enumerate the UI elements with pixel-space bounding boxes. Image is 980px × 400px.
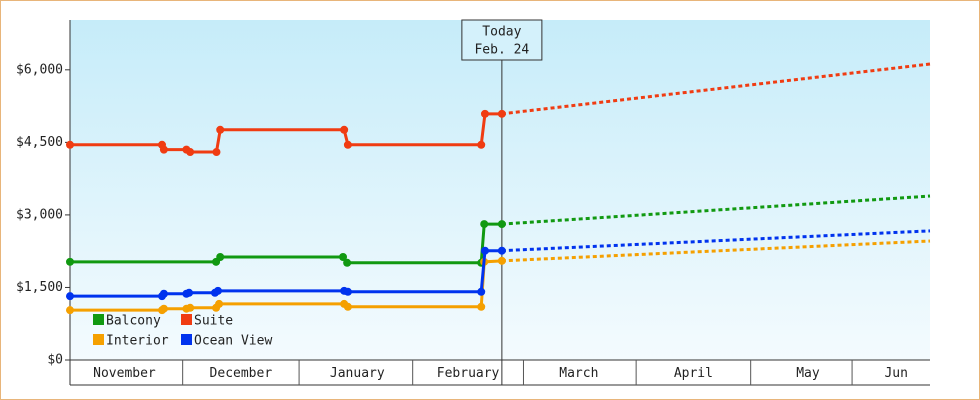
point	[212, 148, 221, 157]
point	[497, 109, 506, 118]
point	[497, 246, 506, 255]
point	[186, 303, 195, 312]
today-label: Today	[482, 25, 521, 40]
point	[66, 257, 74, 266]
x-tick-label: Jun	[884, 366, 907, 381]
legend-swatch	[181, 334, 192, 345]
x-tick-label: February	[437, 366, 500, 381]
point	[66, 292, 74, 301]
point	[185, 288, 194, 297]
y-tick-label: $3,000	[16, 207, 63, 222]
point	[477, 302, 486, 311]
point	[159, 145, 168, 154]
today-box	[461, 19, 543, 61]
y-tick-label: $4,500	[16, 135, 63, 150]
point	[66, 306, 74, 315]
point	[480, 246, 489, 255]
point	[159, 304, 168, 313]
x-tick-label: January	[330, 366, 385, 381]
point	[343, 302, 352, 311]
x-tick-label: November	[93, 366, 156, 381]
point	[477, 140, 486, 149]
point	[497, 256, 506, 265]
point	[66, 140, 74, 149]
legend-swatch	[93, 314, 104, 325]
point	[480, 109, 489, 118]
y-tick-label: $0	[47, 353, 63, 368]
forecast-line	[501, 62, 931, 116]
today-label: Feb. 24	[474, 43, 529, 58]
point	[215, 299, 224, 308]
point	[216, 125, 225, 134]
x-tick-label: May	[796, 366, 820, 381]
legend-swatch	[93, 334, 104, 345]
legend-label: Balcony	[106, 314, 161, 329]
plot-area	[70, 20, 930, 360]
x-tick-label: April	[674, 366, 713, 381]
point	[216, 252, 225, 261]
y-tick-label: $6,000	[16, 62, 63, 77]
forecast-line	[501, 239, 931, 263]
x-tick-label: December	[210, 366, 273, 381]
point	[343, 140, 352, 149]
legend-swatch	[181, 314, 192, 325]
x-tick-label: March	[559, 366, 598, 381]
point	[477, 287, 486, 296]
point	[339, 252, 348, 261]
legend-label: Ocean View	[194, 334, 272, 349]
legend-label: Interior	[106, 334, 169, 349]
point	[343, 287, 352, 296]
point	[343, 258, 352, 267]
point	[340, 125, 349, 134]
point	[186, 148, 195, 157]
forecast-line	[501, 194, 931, 226]
legend-label: Suite	[194, 314, 233, 329]
point	[497, 220, 506, 229]
point	[480, 220, 489, 229]
point	[159, 289, 168, 298]
y-tick-label: $1,500	[16, 280, 63, 295]
forecast-line	[501, 229, 931, 253]
point	[213, 286, 222, 295]
